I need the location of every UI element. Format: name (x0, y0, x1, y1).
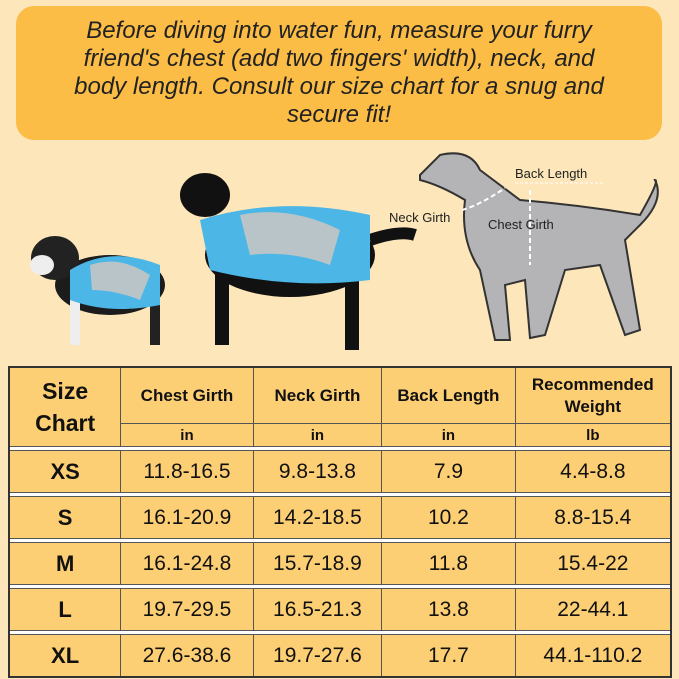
instruction-banner: Before diving into water fun, measure yo… (16, 6, 662, 140)
banner-text: Before diving into water fun, measure yo… (74, 17, 604, 128)
value-cell: 7.9 (381, 450, 516, 493)
table-row: M 16.1-24.8 15.7-18.9 11.8 15.4-22 (8, 542, 672, 585)
row-separator (9, 630, 671, 635)
value-cell: 11.8 (381, 542, 516, 585)
value-cell: 9.8-13.8 (252, 450, 383, 493)
unit: in (252, 423, 383, 447)
units-row: in in in lb (9, 423, 672, 447)
dogs-image (30, 152, 659, 350)
size-cell: XL (8, 634, 122, 678)
unit: lb (514, 423, 672, 447)
table-row: S 16.1-20.9 14.2-18.5 10.2 8.8-15.4 (8, 496, 672, 539)
value-cell: 44.1-110.2 (514, 634, 672, 678)
small-dog-photo (30, 236, 165, 345)
table-row: L 19.7-29.5 16.5-21.3 13.8 22-44.1 (8, 588, 672, 631)
value-cell: 16.5-21.3 (252, 588, 383, 631)
value-cell: 16.1-20.9 (120, 496, 254, 539)
chest-girth-label: Chest Girth (488, 217, 554, 232)
size-cell: XS (8, 450, 122, 493)
size-cell: L (8, 588, 122, 631)
value-cell: 4.4-8.8 (514, 450, 672, 493)
value-cell: 15.4-22 (514, 542, 672, 585)
size-chart-heading: Size Chart (8, 366, 122, 447)
value-cell: 16.1-24.8 (120, 542, 254, 585)
value-cell: 10.2 (381, 496, 516, 539)
large-dog-photo (180, 173, 417, 350)
value-cell: 8.8-15.4 (514, 496, 672, 539)
header-neck-girth: Neck Girth (252, 366, 383, 424)
measurement-dog-diagram (419, 152, 659, 341)
value-cell: 13.8 (381, 588, 516, 631)
back-length-label: Back Length (515, 166, 588, 181)
value-cell: 11.8-16.5 (120, 450, 254, 493)
unit: in (381, 423, 516, 447)
header-chest-girth: Chest Girth (120, 366, 254, 424)
value-cell: 19.7-29.5 (120, 588, 254, 631)
size-chart-table: Size Chart Chest Girth Neck Girth Back L… (8, 366, 672, 678)
size-cell: M (8, 542, 122, 585)
header-row: Size Chart Chest Girth Neck Girth Back L… (8, 366, 672, 447)
value-cell: 14.2-18.5 (252, 496, 383, 539)
value-cell: 22-44.1 (514, 588, 672, 631)
value-cell: 27.6-38.6 (120, 634, 254, 678)
unit: in (120, 423, 254, 447)
value-cell: 17.7 (381, 634, 516, 678)
neck-girth-label: Neck Girth (389, 210, 451, 225)
header-recommended-weight: Recommended Weight (514, 366, 672, 424)
header-back-length: Back Length (381, 366, 516, 424)
size-cell: S (8, 496, 122, 539)
table-row: XS 11.8-16.5 9.8-13.8 7.9 4.4-8.8 (8, 450, 672, 493)
value-cell: 15.7-18.9 (252, 542, 383, 585)
value-cell: 19.7-27.6 (252, 634, 383, 678)
dogs-illustration: Back Length Neck Girth Chest Girth (0, 140, 679, 362)
table-row: XL 27.6-38.6 19.7-27.6 17.7 44.1-110.2 (8, 634, 672, 678)
